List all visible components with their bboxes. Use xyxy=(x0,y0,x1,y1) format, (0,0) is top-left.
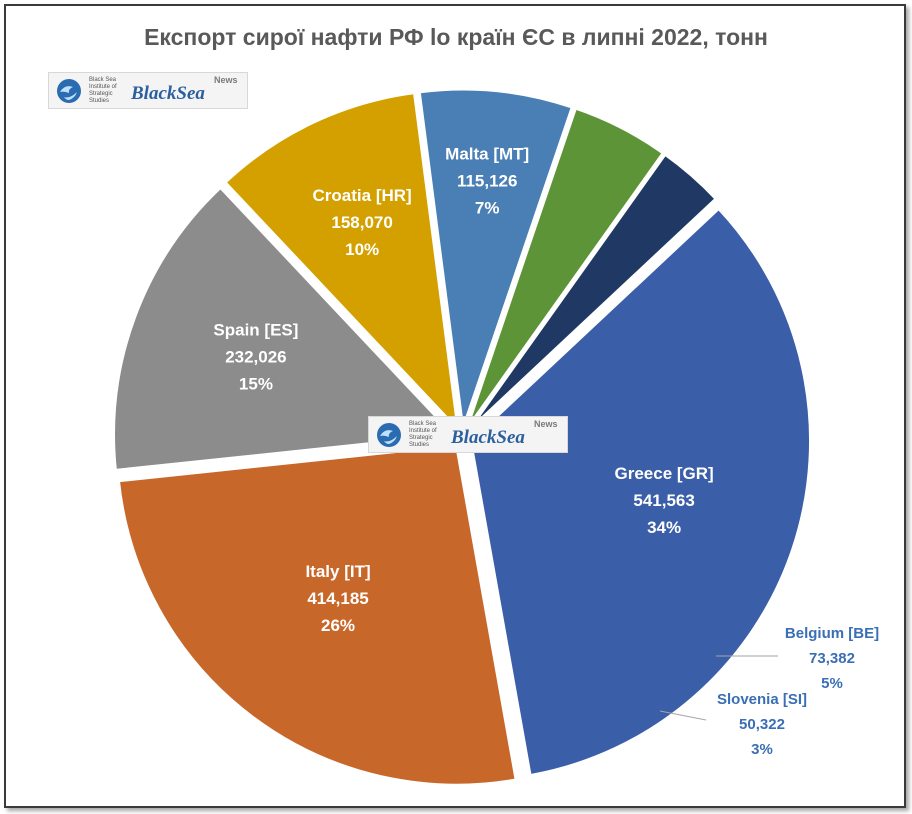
logo-news-text: News xyxy=(534,419,558,429)
data-label-percent-spain: 15% xyxy=(239,375,273,394)
pie-slice-greece xyxy=(468,206,813,778)
data-label-percent-croatia: 10% xyxy=(345,240,379,259)
leader-line-slovenia xyxy=(659,710,707,721)
data-label-category-belgium: Belgium [BE] xyxy=(785,625,879,642)
data-label-percent-malta: 7% xyxy=(475,198,500,217)
chart-title: Експорт сирої нафти РФ lо країн ЄС в лип… xyxy=(144,24,768,50)
pie-slice-slovenia xyxy=(466,152,719,433)
pie-slice-spain xyxy=(112,185,457,473)
data-label-value-greece: 541,563 xyxy=(633,491,694,510)
blacksea-logo-center: Black Sea Institute of Strategic Studies… xyxy=(368,416,568,453)
logo-institute-text: Black Sea Institute of Strategic Studies xyxy=(409,421,437,448)
pie-slice-italy xyxy=(116,443,518,787)
logo-institute-text: Black Sea Institute of Strategic Studies xyxy=(89,77,117,104)
data-label-category-greece: Greece [GR] xyxy=(615,464,714,483)
data-label-value-malta: 115,126 xyxy=(457,171,518,190)
data-label-percent-belgium: 5% xyxy=(821,675,843,692)
data-label-percent-greece: 34% xyxy=(647,518,681,537)
blacksea-logo-top: Black Sea Institute of Strategic Studies… xyxy=(48,72,248,109)
data-label-category-malta: Malta [MT] xyxy=(445,144,529,163)
data-label-category-italy: Italy [IT] xyxy=(305,562,370,581)
data-label-value-italy: 414,185 xyxy=(307,589,368,608)
pie-slice-croatia xyxy=(222,91,461,435)
logo-news-text: News xyxy=(214,75,238,85)
data-label-value-croatia: 158,070 xyxy=(331,213,392,232)
data-label-category-slovenia: Slovenia [SI] xyxy=(717,691,807,708)
logo-brand-text: BlackSea xyxy=(451,427,525,448)
pie-slice-belgium xyxy=(464,106,666,431)
data-label-value-slovenia: 50,322 xyxy=(739,716,785,733)
blacksea-emblem-icon xyxy=(57,79,81,103)
data-label-category-croatia: Croatia [HR] xyxy=(313,186,412,205)
data-label-value-spain: 232,026 xyxy=(225,348,286,367)
data-label-percent-slovenia: 3% xyxy=(751,741,773,758)
data-label-percent-italy: 26% xyxy=(321,616,355,635)
data-label-value-belgium: 73,382 xyxy=(809,650,855,667)
blacksea-emblem-icon xyxy=(377,423,401,447)
data-label-category-spain: Spain [ES] xyxy=(213,321,298,340)
logo-brand-text: BlackSea xyxy=(131,83,205,104)
pie-slice-malta xyxy=(417,87,575,430)
